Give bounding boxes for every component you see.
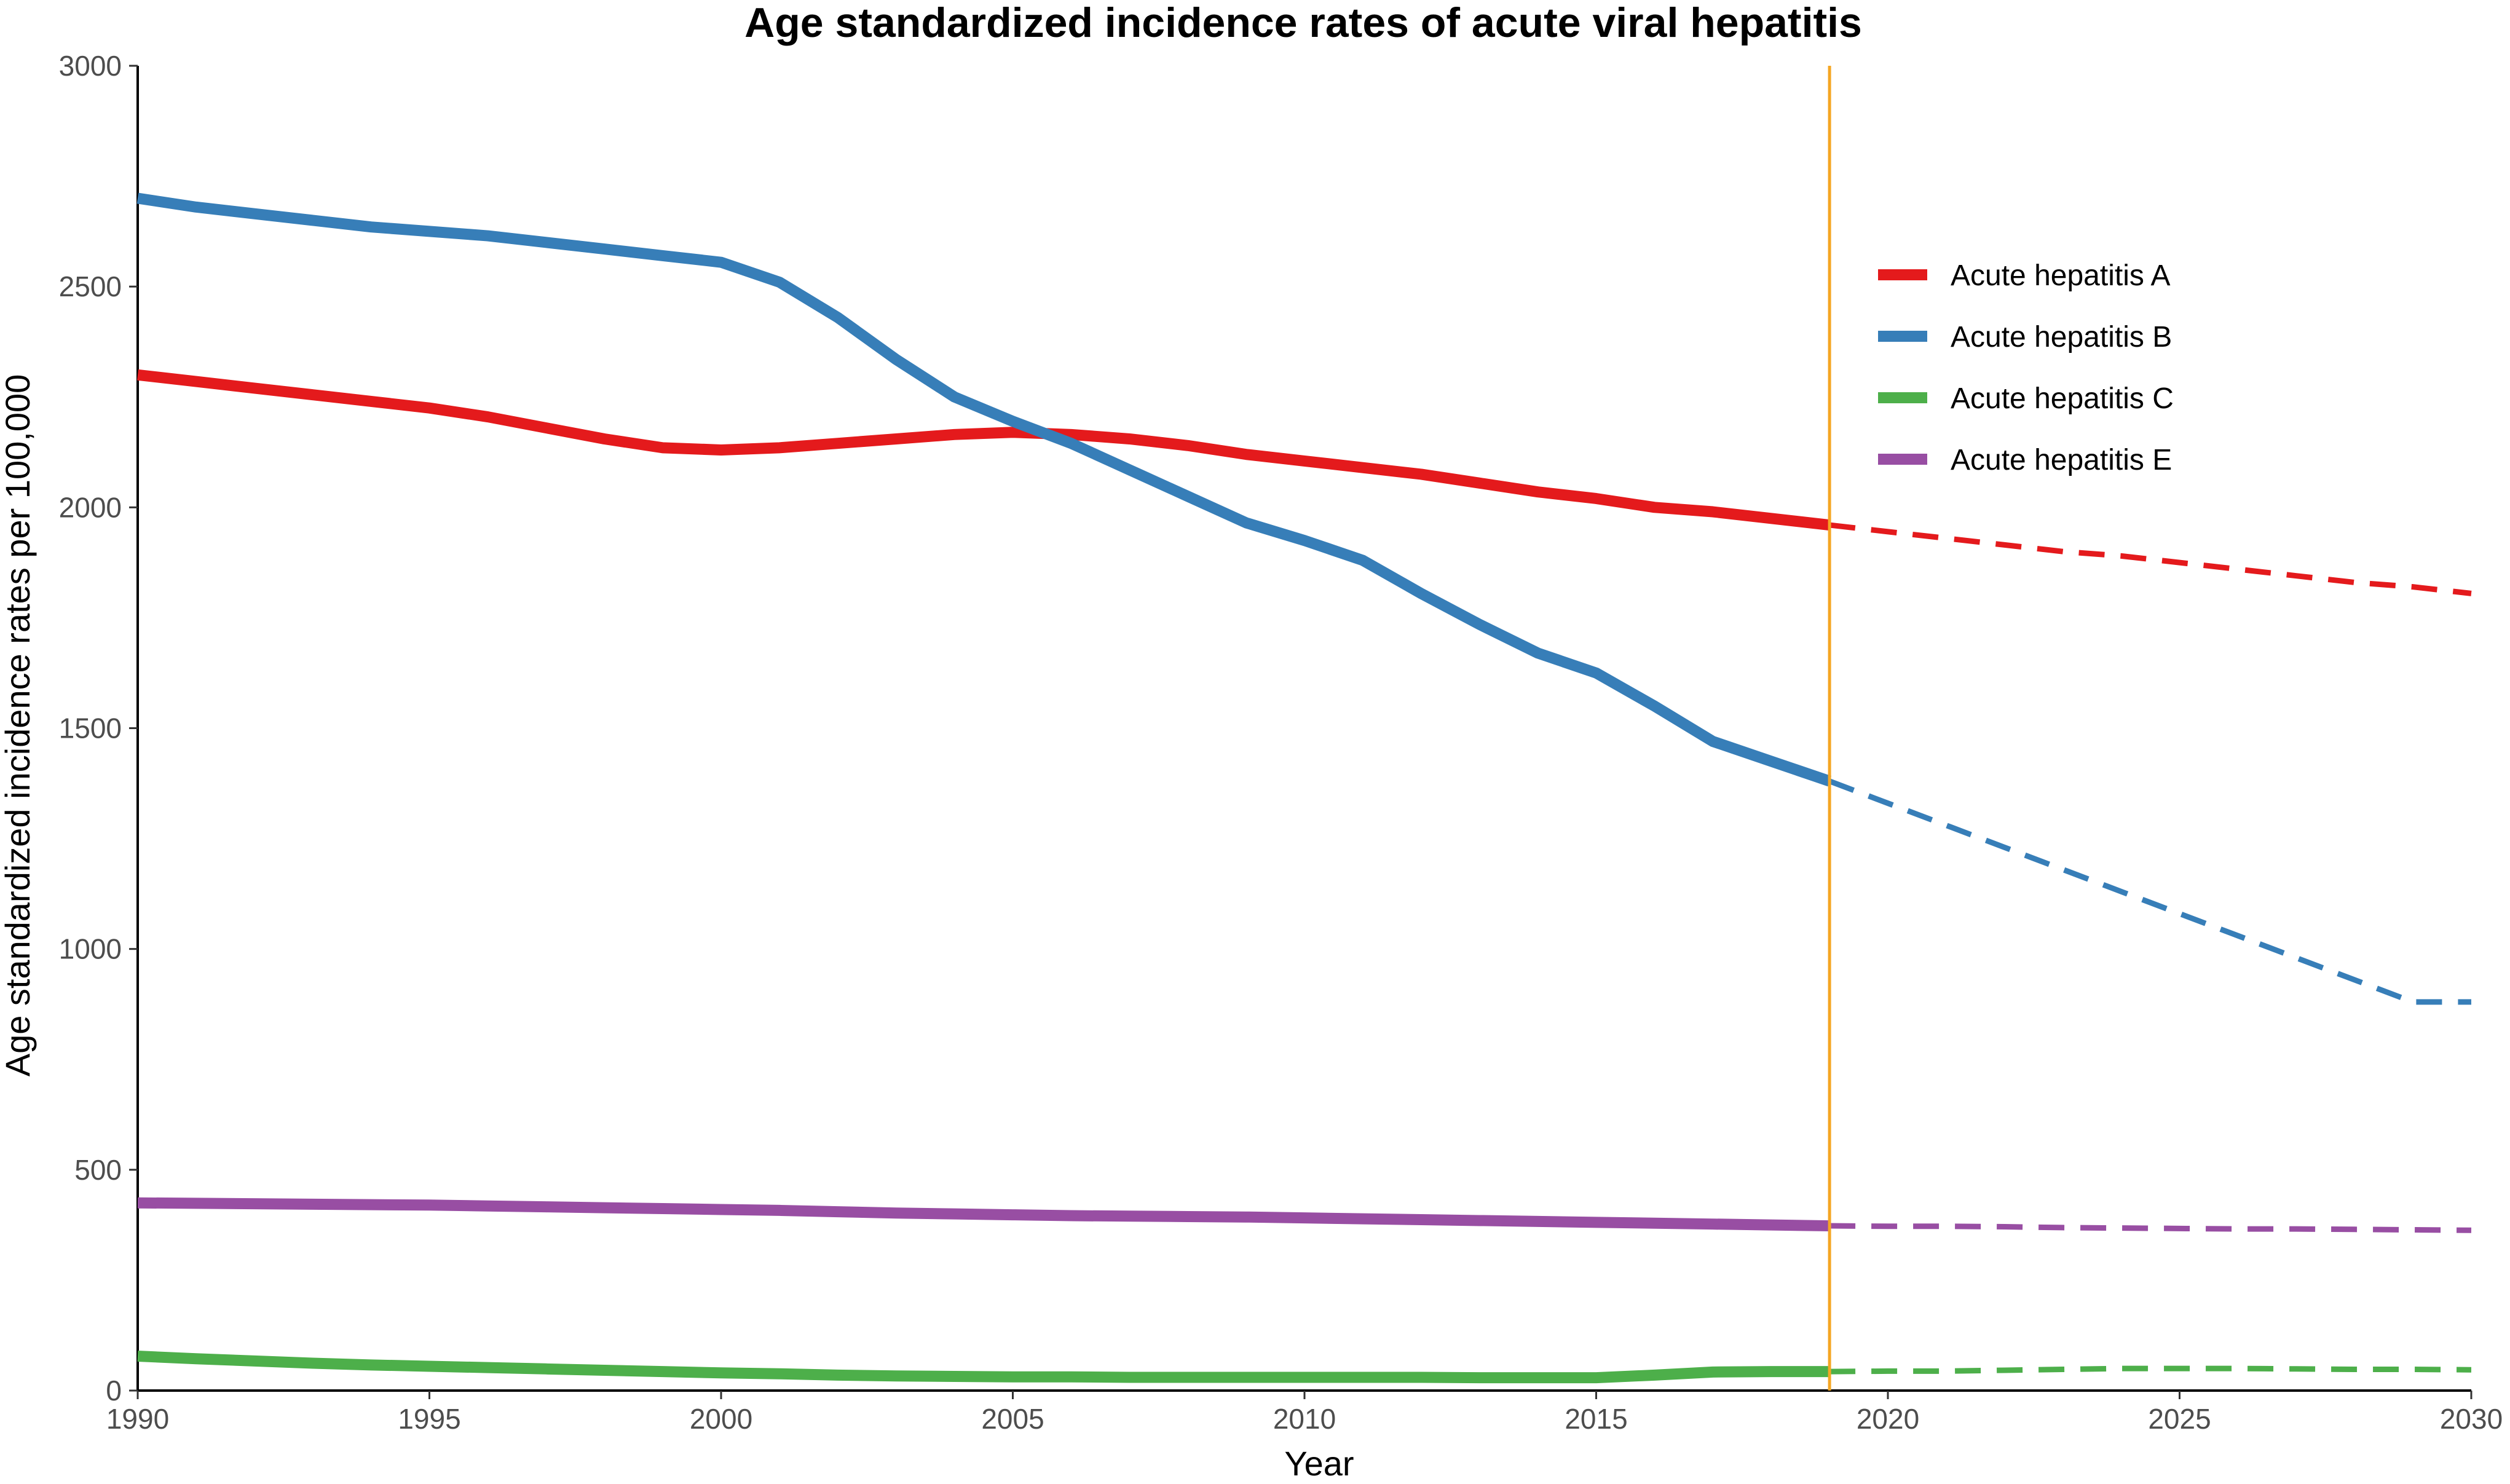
x-axis-label: Year: [1284, 1444, 1354, 1481]
x-tick-label: 2015: [1565, 1403, 1627, 1435]
series-line-observed-acute-hepatitis-b: [136, 192, 1832, 787]
series-line-projected-acute-hepatitis-c: [1829, 1365, 2472, 1375]
x-tick-label: 2010: [1273, 1403, 1336, 1435]
chart-title: Age standardized incidence rates of acut…: [744, 0, 1862, 46]
legend-label-acute-hepatitis-e: Acute hepatitis E: [1951, 444, 2172, 476]
y-axis-label: Age standardized incidence rates per 100…: [0, 374, 37, 1077]
y-tick-label: 2000: [59, 491, 122, 523]
series-line-projected-acute-hepatitis-a: [1829, 522, 2472, 596]
legend-label-acute-hepatitis-a: Acute hepatitis A: [1951, 259, 2171, 292]
legend-label-acute-hepatitis-c: Acute hepatitis C: [1951, 382, 2174, 415]
series-line-observed-acute-hepatitis-e: [137, 1197, 1830, 1232]
x-tick-label: 2000: [690, 1403, 752, 1435]
series-layer: [136, 192, 2472, 1384]
series-line-projected-acute-hepatitis-e: [1829, 1223, 2472, 1233]
legend: Acute hepatitis A Acute hepatitis B Acute …: [1878, 259, 2174, 476]
y-tick-label: 500: [74, 1154, 122, 1186]
series-line-projected-acute-hepatitis-b: [1828, 778, 2471, 1005]
legend-label-acute-hepatitis-b: Acute hepatitis B: [1951, 321, 2172, 353]
y-tick-label: 1000: [59, 933, 122, 965]
y-tick-label: 1500: [59, 712, 122, 744]
x-tick-label: 2020: [1857, 1403, 1919, 1435]
series-line-observed-acute-hepatitis-a: [136, 369, 1831, 531]
y-tick-label: 0: [106, 1375, 122, 1407]
x-tick-label: 2030: [2440, 1403, 2503, 1435]
x-tick-label: 2025: [2148, 1403, 2211, 1435]
x-tick-label: 2005: [981, 1403, 1044, 1435]
y-tick-label: 3000: [59, 50, 122, 82]
y-tick-label: 2500: [59, 270, 122, 302]
x-tick-label: 1990: [106, 1403, 169, 1435]
x-tick-label: 1995: [398, 1403, 460, 1435]
series-line-observed-acute-hepatitis-c: [137, 1350, 1830, 1384]
axes: 0 500 1000 1500 2000 2500 3000 1990 1995 2000 2005…: [59, 50, 2503, 1435]
